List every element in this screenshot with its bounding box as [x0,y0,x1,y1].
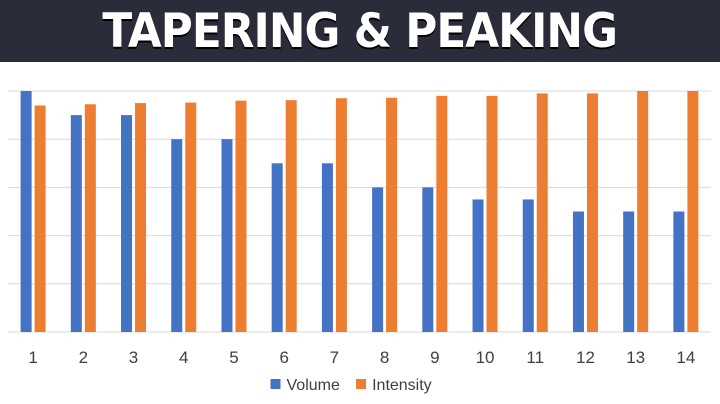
x-tick-label: 9 [430,348,439,367]
legend-swatch-intensity [356,379,367,389]
bar-intensity-5 [235,100,247,332]
bar-chart: 1 2 3 4 5 6 7 8 9 10 11 12 13 14 Volume Intensity [8,90,711,394]
bar-volume-12 [572,211,584,332]
bar-volume-2 [70,115,82,332]
legend-swatch-volume [270,379,281,389]
x-tick-label: 5 [229,348,238,367]
x-tick-label: 13 [626,348,645,367]
x-tick-label: 12 [576,348,595,367]
bar-intensity-3 [135,103,147,332]
bar-intensity-6 [285,100,297,332]
bar-volume-7 [321,163,333,332]
bar-intensity-14 [687,91,699,332]
x-tick-label: 3 [129,348,138,367]
x-tick-label: 7 [330,348,339,367]
bar-volume-6 [271,163,283,332]
bar-volume-1 [20,91,32,332]
x-tick-label: 2 [79,348,88,367]
bar-volume-3 [121,115,133,332]
x-tick-label: 14 [676,348,695,367]
legend: Volume Intensity [270,377,432,394]
bar-intensity-13 [637,91,649,332]
bar-intensity-2 [84,104,96,332]
bar-intensity-11 [536,93,548,332]
title-banner: TAPERING & PEAKING [0,0,720,62]
bar-volume-14 [673,211,685,332]
bar-intensity-8 [386,97,398,332]
bar-intensity-4 [185,102,197,333]
bar-intensity-12 [586,93,598,332]
legend-label-intensity: Intensity [372,377,432,394]
bar-intensity-7 [335,98,347,332]
x-tick-label: 1 [28,348,37,367]
bars [20,91,699,333]
bar-volume-11 [522,199,534,332]
bar-volume-4 [171,139,183,332]
bar-volume-9 [422,187,434,332]
x-tick-label: 10 [476,348,495,367]
x-tick-label: 6 [279,348,288,367]
bar-volume-10 [472,199,484,332]
x-tick-label: 8 [380,348,389,367]
x-tick-labels: 1 2 3 4 5 6 7 8 9 10 11 12 13 14 [28,348,695,367]
bar-intensity-1 [34,105,46,333]
x-tick-label: 4 [179,348,188,367]
page-title: TAPERING & PEAKING [102,3,619,59]
x-tick-label: 11 [526,348,544,367]
bar-volume-13 [623,211,635,332]
bar-intensity-10 [486,95,498,332]
legend-label-volume: Volume [287,377,340,394]
gridlines [8,90,711,333]
bar-intensity-9 [436,95,448,332]
bar-volume-8 [372,187,384,332]
bar-volume-5 [221,139,233,332]
